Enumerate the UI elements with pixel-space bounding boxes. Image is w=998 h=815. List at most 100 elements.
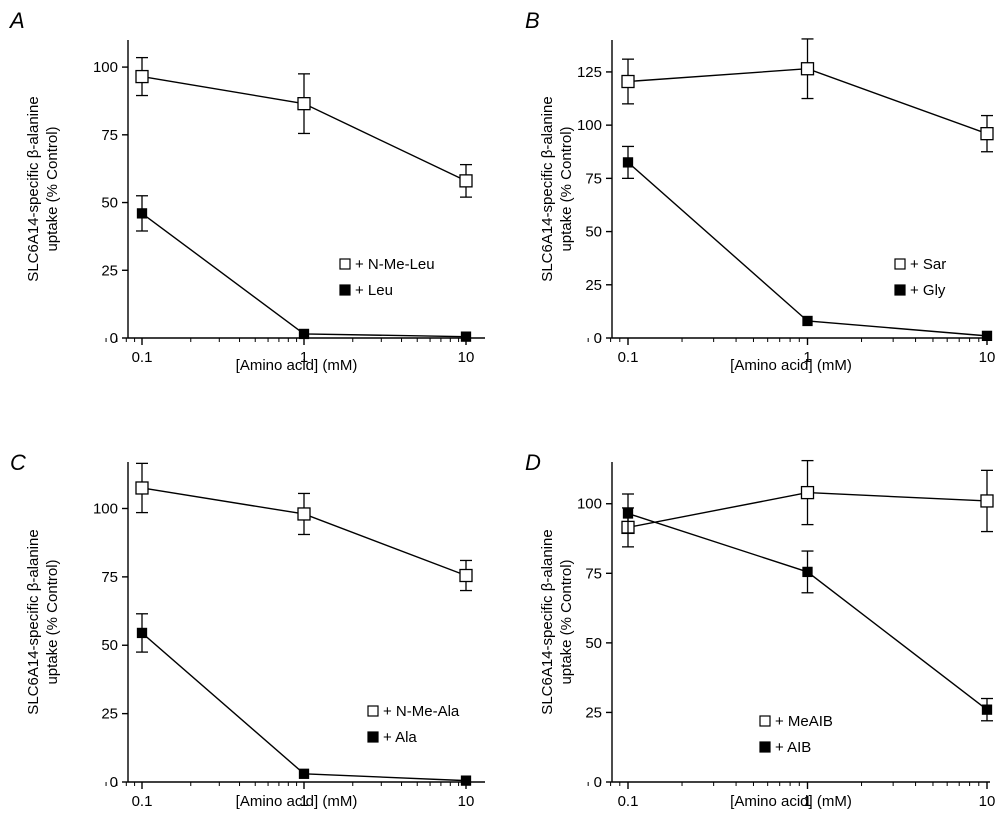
y-tick-label: 100 (93, 59, 118, 76)
y-tick-label: 25 (101, 262, 118, 279)
x-axis-title: [Amino acid] (mM) (236, 793, 358, 810)
y-tick-label: 75 (101, 127, 118, 144)
x-tick-label: 1 (803, 349, 811, 366)
series-filled (136, 195, 472, 342)
legend-label: + Ala (383, 729, 417, 746)
data-point (980, 127, 994, 141)
legend-swatch (367, 705, 379, 717)
data-point (298, 768, 310, 779)
panel-letter: D (525, 450, 541, 475)
series-filled (622, 493, 993, 722)
y-axis-title: SLC6A14-specific β-alanine uptake (% Cont… (539, 96, 575, 281)
x-axis-title: [Amino acid] (mM) (730, 793, 852, 810)
panel-b: B 0 25 50 75 100 125 0.1 1 10 [Amino acid] (mM) SLC… (525, 8, 995, 374)
y-tick-label: 50 (101, 195, 118, 212)
y-tick-label: 25 (585, 704, 602, 721)
legend-label: + N-Me-Leu (355, 256, 435, 273)
x-tick-label: 0.1 (132, 793, 153, 810)
series-line (627, 161, 988, 337)
legend-label: + Sar (910, 256, 946, 273)
data-point (460, 775, 472, 786)
data-point (981, 330, 993, 342)
series-line (627, 512, 988, 711)
legend-swatch (339, 258, 351, 270)
legend-label: + N-Me-Ala (383, 703, 460, 720)
data-point (802, 566, 813, 578)
y-axis-title-line: SLC6A14-specific β-alanine (25, 529, 42, 714)
series-filled (136, 613, 472, 786)
legend: + N-Me-Ala + Ala (367, 703, 460, 746)
y-tick-label: 0 (594, 330, 602, 347)
data-point (459, 568, 473, 583)
data-point (460, 331, 472, 342)
y-tick-label: 25 (101, 706, 118, 723)
data-point (800, 62, 815, 76)
data-point (802, 315, 813, 327)
panel-a: A 0 25 50 75 100 0.1 1 10 [Amino acid] (mM) SLC6A1… (8, 8, 485, 374)
y-tick-label: 100 (577, 117, 602, 134)
y-tick-label: 50 (101, 637, 118, 654)
x-tick-label: 0.1 (618, 349, 639, 366)
series-open (135, 56, 473, 198)
y-tick-label: 100 (93, 500, 118, 517)
y-axis-title-line: SLC6A14-specific β-alanine (539, 96, 556, 281)
y-tick-label: 0 (110, 330, 118, 347)
legend: + N-Me-Leu + Leu (339, 256, 435, 299)
legend-swatch (367, 731, 379, 743)
data-point (298, 328, 310, 340)
panel-letter: B (525, 8, 540, 33)
y-tick-label: 125 (577, 64, 602, 81)
series-open (621, 459, 994, 548)
x-tick-label: 10 (979, 349, 996, 366)
y-axis-title-line: SLC6A14-specific β-alanine (539, 529, 556, 714)
legend-label: + AIB (775, 739, 811, 756)
data-point (621, 74, 635, 89)
panel-c: C 0 25 50 75 100 0.1 1 10 [Amino acid] (mM) SLC6A1… (10, 450, 485, 810)
y-tick-label: 0 (594, 774, 602, 791)
legend-swatch (894, 284, 906, 296)
legend-swatch (759, 715, 771, 727)
legend-label: + Leu (355, 282, 393, 299)
legend: + MeAIB + AIB (759, 713, 833, 756)
y-axis-title-line: uptake (% Control) (558, 126, 575, 251)
data-point (135, 481, 149, 495)
y-tick-label: 75 (585, 565, 602, 582)
x-tick-label: 1 (803, 793, 811, 810)
data-point (297, 507, 311, 521)
data-point (622, 508, 634, 519)
series-line (141, 212, 467, 338)
y-axis-title-line: uptake (% Control) (44, 126, 61, 251)
x-tick-label: 10 (979, 793, 996, 810)
y-tick-label: 50 (585, 635, 602, 652)
legend-swatch (894, 258, 906, 270)
data-point (136, 627, 148, 639)
y-tick-label: 0 (110, 774, 118, 791)
data-point (136, 208, 148, 219)
x-tick-label: 0.1 (132, 349, 153, 366)
x-tick-label: 10 (458, 793, 475, 810)
x-axis-title: [Amino acid] (mM) (236, 357, 358, 374)
legend-label: + MeAIB (775, 713, 833, 730)
y-tick-label: 75 (101, 569, 118, 586)
legend-swatch (339, 284, 351, 296)
data-point (800, 485, 815, 500)
panel-letter: C (10, 450, 26, 475)
data-point (622, 157, 634, 168)
data-point (297, 97, 311, 111)
x-tick-label: 1 (300, 793, 308, 810)
legend: + Sar + Gly (894, 256, 946, 299)
series-filled (622, 145, 993, 342)
y-axis-title-line: uptake (% Control) (44, 559, 61, 684)
x-tick-label: 0.1 (618, 793, 639, 810)
y-tick-label: 100 (577, 496, 602, 513)
data-point (135, 69, 149, 84)
y-tick-label: 25 (585, 277, 602, 294)
y-axis-title-line: SLC6A14-specific β-alanine (25, 96, 42, 281)
x-axis-title: [Amino acid] (mM) (730, 357, 852, 374)
legend-label: + Gly (910, 282, 946, 299)
x-tick-label: 1 (300, 349, 308, 366)
y-tick-label: 50 (585, 224, 602, 241)
panel-d: D 0 25 50 75 100 0.1 1 10 [Amino acid] (mM) SLC6A1… (525, 450, 995, 810)
y-tick-label: 75 (585, 170, 602, 187)
